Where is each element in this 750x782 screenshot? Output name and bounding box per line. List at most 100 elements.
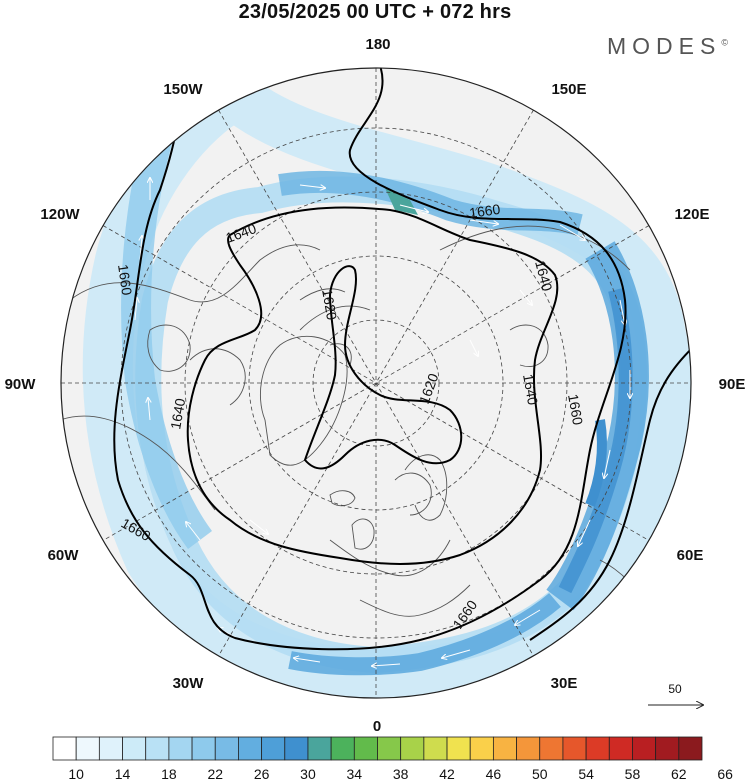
wind-vector (135, 298, 137, 321)
legend-tick-label: 66 (717, 766, 733, 782)
legend-swatch (238, 736, 263, 761)
wind-vector (399, 204, 428, 212)
wind-vector (140, 236, 142, 261)
legend-swatch (632, 736, 657, 761)
lon-label-90w: 90W (5, 376, 37, 393)
lon-label-90e: 90E (719, 376, 746, 393)
legend-tick-label: 62 (671, 766, 687, 782)
wind-vector (294, 658, 321, 663)
legend-swatch (423, 736, 448, 761)
legend-swatch (75, 736, 100, 761)
wind-vector (442, 649, 471, 658)
map-border (60, 67, 692, 699)
lon-label-30e: 30E (551, 675, 578, 692)
contour-label: 1660 (565, 393, 586, 427)
legend-swatch (353, 736, 378, 761)
contour-1640 (186, 206, 559, 565)
lon-label-60w: 60W (48, 547, 80, 564)
north-america-coast (61, 244, 321, 511)
legend-swatch (98, 736, 123, 761)
legend-swatch (191, 736, 216, 761)
lon-label-0: 0 (373, 718, 381, 735)
contour-label: 1640 (167, 397, 188, 431)
jet-core-asia (585, 419, 607, 507)
lon-label-150e: 150E (551, 81, 586, 98)
legend-swatch (492, 736, 517, 761)
wind-vector (372, 664, 401, 666)
legend-tick-label: 50 (532, 766, 548, 782)
legend-tick-label: 18 (161, 766, 177, 782)
legend-swatch (145, 736, 170, 761)
legend-tick-label: 14 (115, 766, 131, 782)
contour-1660 (113, 68, 627, 651)
wind-vector (249, 519, 268, 534)
wind-vector (515, 609, 541, 625)
wind-vector (148, 398, 150, 421)
legend-swatch (446, 736, 471, 761)
color-legend: 10141822263034384246505458626670 (52, 736, 733, 782)
wind-vector (559, 224, 585, 240)
brand-logo: MODES© (607, 33, 728, 60)
jet-asia-core (558, 288, 633, 594)
europe-coast (329, 472, 471, 617)
legend-swatch (307, 736, 332, 761)
legend-tick-label: 58 (625, 766, 641, 782)
legend-swatch (469, 736, 494, 761)
contour-label: 1660 (115, 263, 135, 296)
graticule (61, 68, 691, 698)
legend-swatch (284, 736, 309, 761)
reference-vector-label: 50 (668, 682, 682, 696)
legend-swatches (52, 736, 703, 761)
britain-coast (351, 518, 375, 550)
height-contours (113, 68, 691, 651)
scandinavia-coast (404, 454, 448, 521)
brand-name: MODES (607, 33, 722, 59)
legend-swatch (608, 736, 633, 761)
contour-label: 1660 (468, 201, 501, 221)
legend-tick-label: 10 (68, 766, 84, 782)
lon-label-180: 180 (365, 36, 390, 53)
legend-swatch (122, 736, 147, 761)
wind-vector (604, 449, 611, 478)
copyright-mark: © (721, 37, 728, 48)
legend-tick-label: 42 (439, 766, 455, 782)
jet-outer-ring (82, 68, 691, 698)
lon-label-60e: 60E (677, 547, 704, 564)
contour-1660-east (529, 339, 691, 641)
polar-map: 1660 1640 1620 1640 1660 1620 1640 1660 … (5, 36, 746, 735)
legend-tick-label: 22 (207, 766, 223, 782)
contour-1620 (303, 265, 463, 470)
meridian-120e-60w (102, 225, 650, 541)
contour-label: 1640 (520, 373, 541, 407)
lon-label-150w: 150W (163, 81, 203, 98)
legend-swatch (214, 736, 239, 761)
wind-shading (82, 68, 691, 698)
wind-vector (619, 299, 625, 325)
wind-vectors (135, 178, 630, 666)
legend-swatch (539, 736, 564, 761)
jet-west-atlantic (121, 125, 213, 549)
legend-swatch (168, 736, 193, 761)
legend-swatch (585, 736, 610, 761)
longitude-labels: 180 150E 120E 90E 60E 30E 0 30W 60W 90W … (5, 36, 746, 735)
forecast-title: 23/05/2025 00 UTC + 072 hrs (238, 1, 512, 23)
legend-tick-label: 46 (486, 766, 502, 782)
wind-vector (469, 219, 498, 224)
legend-tick-labels: 10141822263034384246505458626670 (68, 766, 733, 782)
wind-vector (578, 519, 591, 546)
hudson-bay-coast (147, 324, 191, 372)
lon-label-120w: 120W (40, 206, 80, 223)
legend-tick-label: 54 (578, 766, 594, 782)
greenland-coast (259, 335, 348, 466)
legend-swatch (52, 736, 77, 761)
wind-vector (186, 522, 201, 541)
iceland-coast (329, 490, 356, 507)
legend-swatch (400, 736, 425, 761)
legend-tick-label: 34 (347, 766, 363, 782)
jet-core-pacific (385, 188, 418, 215)
wind-vector (519, 289, 532, 305)
wind-vector (469, 339, 478, 356)
contour-label: 1620 (319, 288, 340, 322)
wind-vector (299, 185, 325, 188)
contour-label: 1640 (532, 259, 556, 293)
